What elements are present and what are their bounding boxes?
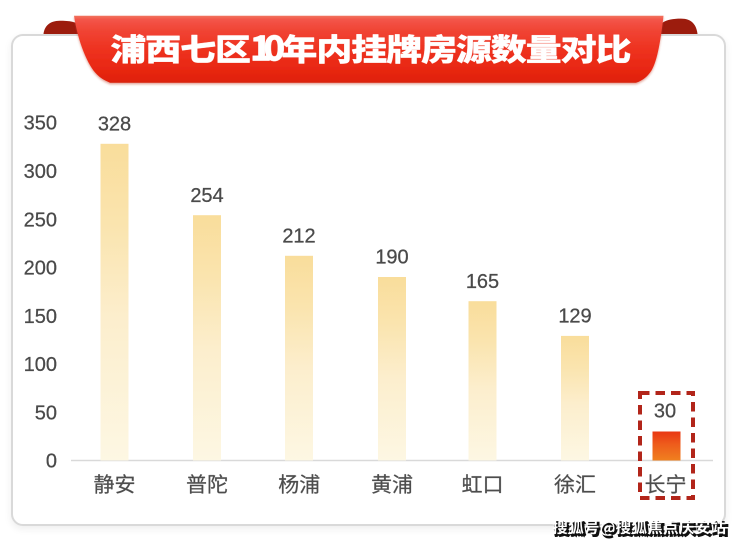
svg-text:254: 254 — [190, 185, 223, 207]
svg-text:50: 50 — [35, 402, 57, 424]
svg-text:350: 350 — [24, 113, 57, 135]
svg-text:200: 200 — [24, 258, 57, 280]
svg-text:100: 100 — [24, 354, 57, 376]
svg-text:0: 0 — [46, 451, 57, 473]
svg-text:150: 150 — [24, 306, 57, 328]
svg-text:190: 190 — [375, 247, 408, 269]
svg-text:30: 30 — [654, 401, 676, 423]
svg-text:300: 300 — [24, 161, 57, 183]
svg-text:328: 328 — [98, 114, 131, 136]
svg-text:212: 212 — [282, 226, 315, 248]
svg-text:129: 129 — [558, 306, 591, 328]
svg-text:250: 250 — [24, 209, 57, 231]
svg-text:165: 165 — [466, 271, 499, 293]
